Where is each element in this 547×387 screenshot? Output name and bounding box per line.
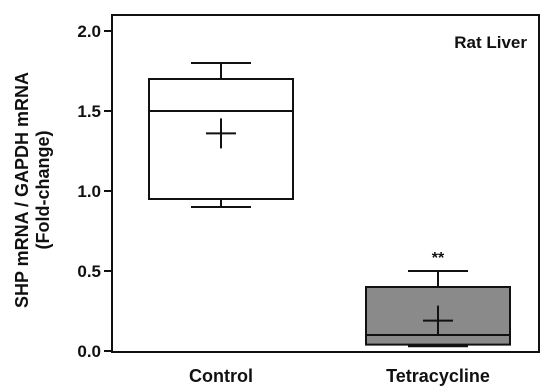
box-tetracycline: ** (365, 250, 511, 348)
y-tick-label: 1.0 (77, 182, 101, 201)
plot-frame (111, 14, 540, 353)
y-tick-label: 0.0 (77, 342, 101, 361)
significance-marker: ** (432, 250, 445, 267)
box-control (148, 62, 294, 208)
y-axis-label-line2: (Fold-change) (33, 131, 53, 250)
chart-annotation: Rat Liver (454, 33, 527, 52)
x-axis-category-labels: Control Tetracycline (189, 366, 490, 386)
boxes-layer: ** (148, 62, 511, 348)
y-axis-label-line1: SHP mRNA / GAPDH mRNA (12, 72, 32, 308)
x-category-label: Control (189, 366, 253, 386)
y-tick-label: 1.5 (77, 102, 101, 121)
x-category-label: Tetracycline (386, 366, 490, 386)
y-axis: 0.0 0.5 1.0 1.5 2.0 (77, 22, 112, 361)
y-tick-label: 0.5 (77, 262, 101, 281)
y-tick-label: 2.0 (77, 22, 101, 41)
